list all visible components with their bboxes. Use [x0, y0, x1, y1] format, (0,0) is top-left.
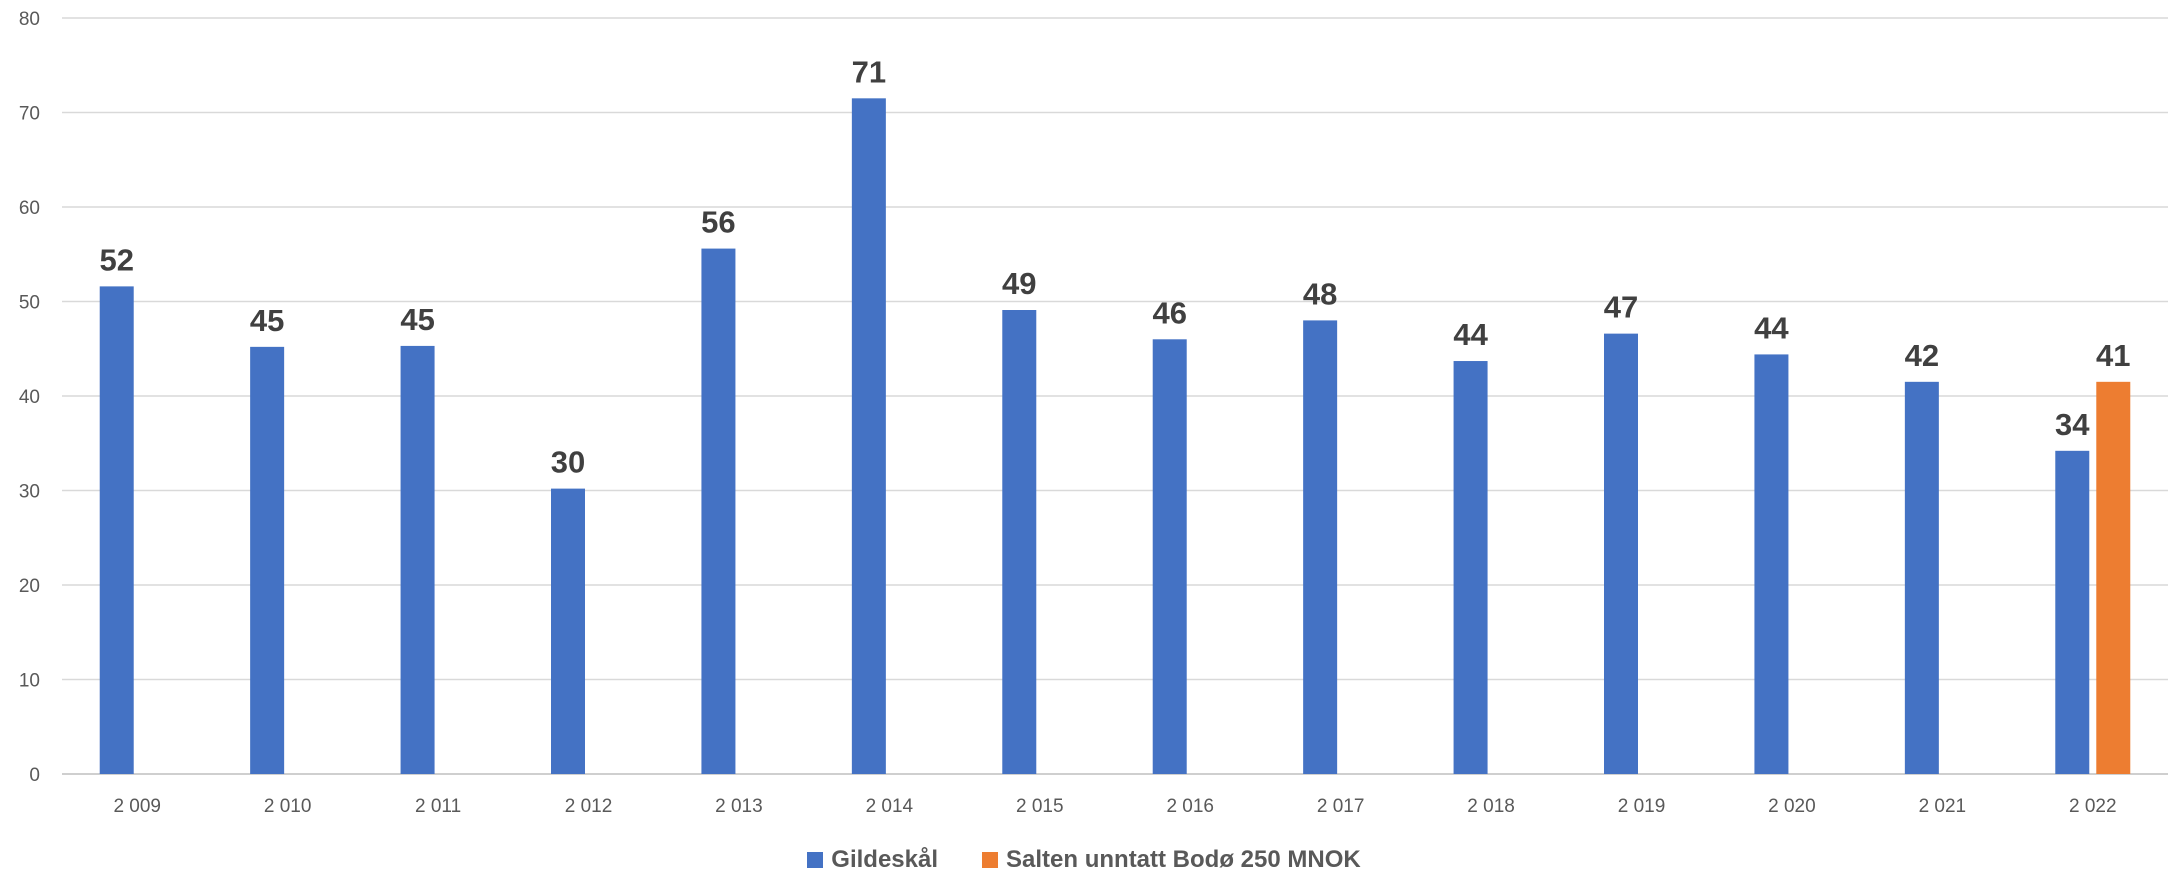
- y-tick-label: 40: [19, 387, 40, 408]
- data-label-series-1: 42: [1905, 338, 1939, 373]
- x-tick-label: 2 015: [1016, 796, 1064, 817]
- legend-item-series-1: Gildeskål: [807, 846, 938, 874]
- bar-series-1: [1453, 361, 1488, 774]
- legend-swatch-series-1: [807, 852, 824, 868]
- bar-series-1: [1303, 320, 1338, 774]
- data-label-series-1: 49: [1002, 266, 1036, 301]
- y-tick-label: 80: [19, 9, 40, 30]
- data-label-series-1: 44: [1453, 317, 1488, 352]
- x-tick-label: 2 012: [565, 796, 613, 817]
- data-label-series-2: 41: [2096, 338, 2130, 373]
- x-tick-label: 2 021: [1919, 796, 1967, 817]
- y-tick-label: 30: [19, 482, 40, 503]
- gridlines: [62, 17, 2168, 775]
- legend-item-series-2: Salten unntatt Bodø 250 MNOK: [982, 846, 1361, 874]
- bar-series-1: [2055, 450, 2090, 774]
- bar-series-1: [1002, 310, 1037, 774]
- x-tick-label: 2 014: [866, 796, 914, 817]
- data-label-series-1: 46: [1152, 295, 1186, 330]
- x-tick-label: 2 020: [1768, 796, 1816, 817]
- y-tick-label: 70: [19, 104, 40, 125]
- x-tick-label: 2 016: [1166, 796, 1214, 817]
- legend-swatch-series-2: [982, 852, 999, 868]
- y-tick-label: 50: [19, 293, 40, 314]
- data-label-series-1: 48: [1303, 276, 1337, 311]
- bar-series-1: [400, 345, 435, 774]
- data-label-series-1: 45: [400, 302, 434, 337]
- data-label-series-1: 71: [852, 54, 886, 89]
- y-tick-label: 60: [19, 198, 40, 219]
- y-tick-label: 0: [29, 765, 40, 786]
- y-tick-label: 20: [19, 576, 40, 597]
- data-label-series-1: 56: [701, 205, 735, 240]
- bar-series-1: [1152, 339, 1187, 774]
- data-label-series-1: 30: [551, 445, 585, 480]
- bar-series-1: [701, 248, 736, 774]
- bars: [99, 98, 2131, 774]
- legend-label-series-2: Salten unntatt Bodø 250 MNOK: [1006, 846, 1361, 873]
- legend: Gildeskål Salten unntatt Bodø 250 MNOK: [0, 846, 2168, 874]
- x-tick-label: 2 011: [415, 796, 461, 817]
- data-label-series-1: 52: [99, 242, 133, 277]
- x-tick-label: 2 009: [113, 796, 161, 817]
- bar-series-1: [551, 488, 585, 774]
- bar-series-1: [1754, 354, 1789, 774]
- bar-series-1: [1904, 381, 1939, 774]
- bar-series-1: [99, 286, 134, 774]
- data-label-series-1: 45: [250, 303, 284, 338]
- bar-series-1: [250, 346, 285, 774]
- x-tick-label: 2 017: [1317, 796, 1365, 817]
- legend-label-series-1: Gildeskål: [831, 846, 939, 873]
- x-tick-label: 2 010: [264, 796, 312, 817]
- data-label-series-1: 47: [1604, 290, 1638, 325]
- data-label-series-1: 44: [1754, 310, 1789, 345]
- x-tick-label: 2 019: [1618, 796, 1666, 817]
- bar-series-1: [1604, 333, 1638, 774]
- x-tick-label: 2 022: [2069, 796, 2117, 817]
- x-tick-label: 2 013: [715, 796, 763, 817]
- x-axis: 2 009 2 010 2 011 2 012 2 013 2 014 2 015 2 016…: [113, 796, 2116, 817]
- bar-series-1: [851, 98, 886, 774]
- y-axis: 0 10 20 30 40 50 60 70 80: [19, 9, 40, 786]
- bar-series-2: [2096, 381, 2131, 774]
- x-tick-label: 2 018: [1467, 796, 1515, 817]
- data-label-series-1: 34: [2055, 407, 2090, 442]
- y-tick-label: 10: [19, 671, 40, 692]
